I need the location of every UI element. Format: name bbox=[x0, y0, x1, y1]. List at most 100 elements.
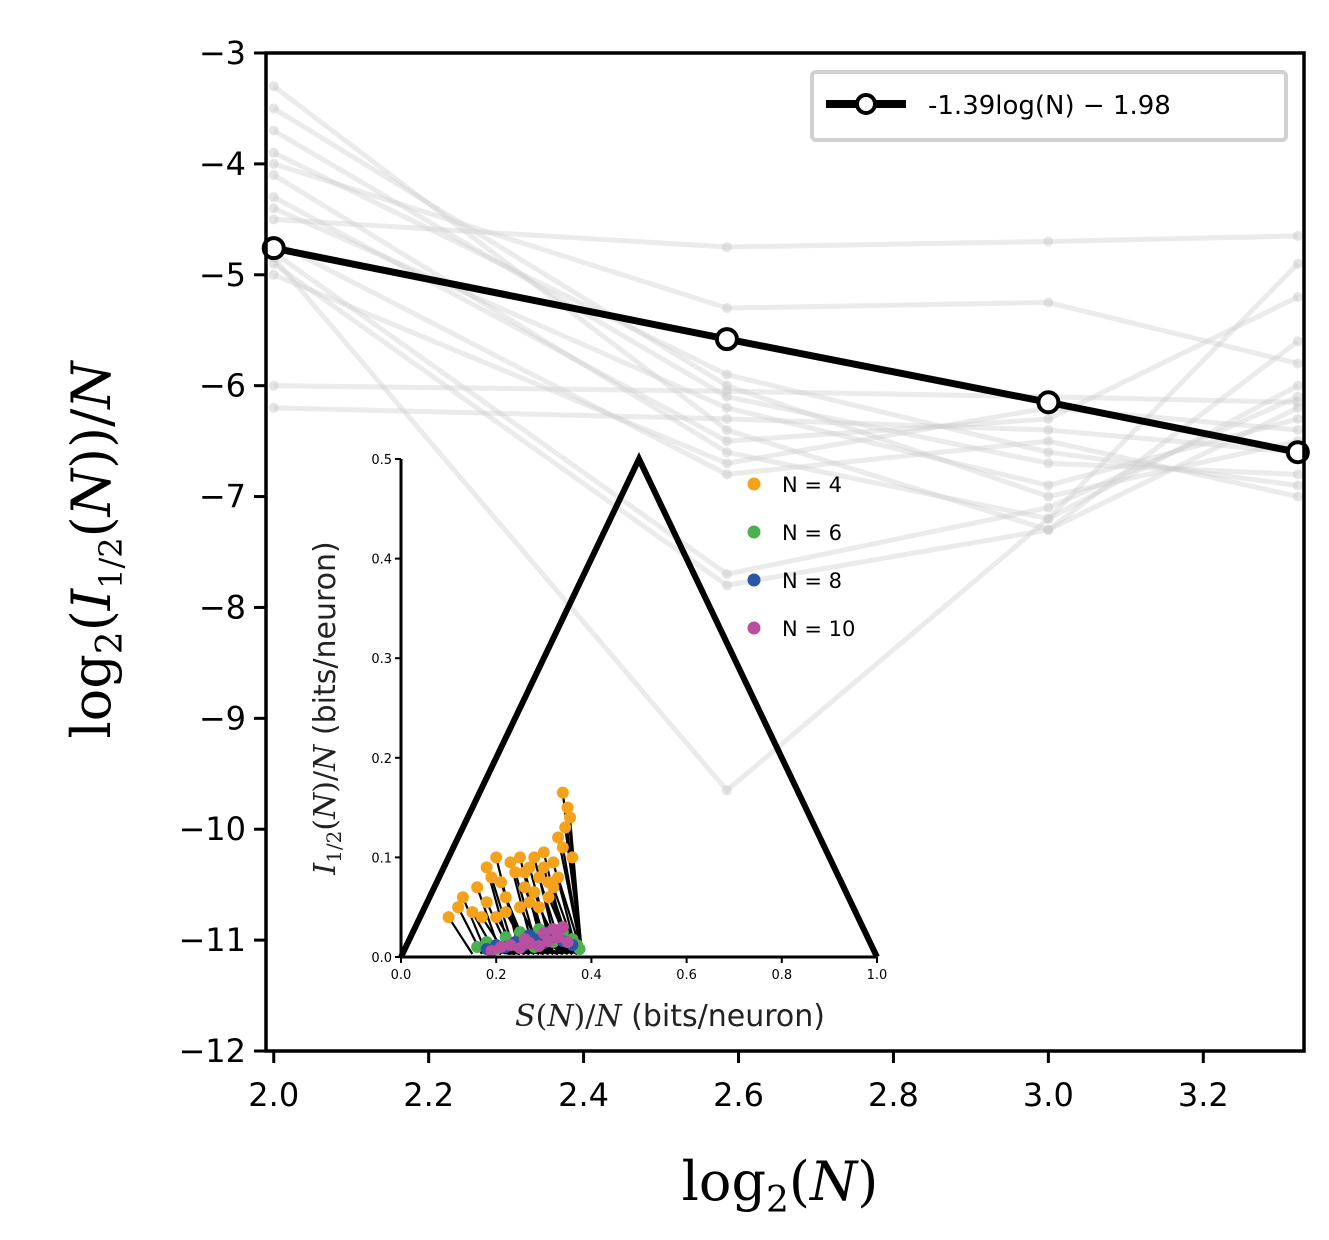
background-series-line bbox=[272, 150, 1299, 488]
x-tick-label: 3.2 bbox=[1178, 1076, 1229, 1114]
inset-x-tick-label: 0.4 bbox=[581, 968, 602, 983]
background-series-point bbox=[1043, 436, 1054, 447]
legend-fit-swatch-marker bbox=[855, 93, 877, 115]
background-series-point bbox=[268, 103, 279, 114]
background-series-point bbox=[268, 214, 279, 225]
inset-connector bbox=[568, 817, 583, 955]
background-series-point bbox=[268, 380, 279, 391]
inset-point-0 bbox=[490, 851, 503, 864]
inset-point-0 bbox=[514, 901, 526, 914]
main-plot-frame bbox=[264, 51, 1306, 1053]
inset-point-3 bbox=[518, 933, 531, 946]
background-series-point bbox=[1292, 469, 1303, 480]
background-series-point bbox=[1292, 480, 1303, 491]
inset-point-0 bbox=[480, 861, 493, 874]
background-series-point bbox=[1292, 397, 1303, 408]
main-ticks: 2.0 2.2 2.4 2.6 2.8 3.0 3.2 −3 −4 −5 −6 −7 −8 −9 −10 −1… bbox=[178, 34, 1228, 1114]
inset-x-tick-label: 1.0 bbox=[867, 968, 888, 983]
background-series-line bbox=[273, 383, 1298, 405]
inset-y-tick-label: 0.3 bbox=[371, 652, 392, 667]
background-series-point bbox=[1043, 480, 1054, 491]
x-tick-label: 2.0 bbox=[248, 1076, 299, 1114]
inset-point-0 bbox=[452, 901, 465, 914]
background-series-point bbox=[721, 436, 732, 447]
inset-point-0 bbox=[456, 891, 469, 904]
y-tick-label: −4 bbox=[199, 145, 246, 183]
background-series-point bbox=[268, 125, 279, 136]
background-series-point bbox=[268, 192, 279, 203]
background-series-point bbox=[268, 169, 279, 180]
inset-point-0 bbox=[509, 866, 522, 879]
background-series-point bbox=[1043, 458, 1054, 469]
inset-legend-swatch bbox=[747, 573, 761, 587]
inset-point-3 bbox=[514, 942, 526, 955]
y-tick-label: −9 bbox=[199, 699, 246, 737]
background-series-point bbox=[1043, 236, 1054, 247]
background-series-line bbox=[273, 216, 1298, 250]
inset-legend-label: N = 8 bbox=[782, 569, 842, 593]
background-series-point bbox=[268, 258, 279, 269]
inset-y-tick-label: 0.4 bbox=[371, 553, 392, 568]
background-series-point bbox=[268, 203, 279, 214]
background-series-point bbox=[1292, 358, 1303, 369]
background-series-point bbox=[1292, 230, 1303, 241]
background-series-line bbox=[272, 239, 1299, 499]
inset-point-0 bbox=[499, 891, 512, 904]
background-series-line bbox=[271, 256, 1300, 794]
inset-point-0 bbox=[547, 856, 560, 869]
inset-chart: 0.0 0.2 0.4 0.6 0.8 1.0 0.0 0.1 0.2 0.3 0.4 0.5 N =… bbox=[308, 452, 888, 1034]
inset-point-0 bbox=[480, 896, 493, 909]
inset-x-axis-label: S(N)/N (bits/neuron) bbox=[515, 999, 825, 1034]
inset-point-0 bbox=[542, 891, 555, 904]
inset-point-0 bbox=[475, 911, 488, 924]
inset-point-0 bbox=[518, 881, 531, 894]
inset-point-0 bbox=[547, 881, 560, 894]
inset-point-0 bbox=[556, 841, 569, 854]
inset-point-0 bbox=[566, 851, 579, 864]
background-series-point bbox=[1292, 491, 1303, 502]
inset-legend-label: N = 10 bbox=[782, 617, 855, 641]
inset-point-3 bbox=[537, 927, 550, 940]
inset-point-0 bbox=[442, 911, 455, 924]
inset-point-3 bbox=[504, 939, 517, 952]
inset-y-tick-label: 0.2 bbox=[371, 752, 392, 767]
y-tick-label: −10 bbox=[178, 810, 246, 848]
background-series-point bbox=[721, 425, 732, 436]
fit-line bbox=[273, 244, 1299, 456]
fit-point bbox=[714, 327, 739, 352]
background-series-line bbox=[272, 106, 1299, 500]
background-series-point bbox=[721, 413, 732, 424]
inset-legend-swatch bbox=[747, 621, 761, 635]
inset-point-0 bbox=[504, 856, 517, 869]
background-series-point bbox=[1292, 413, 1303, 424]
fit-point bbox=[1036, 390, 1061, 415]
x-tick-label: 2.2 bbox=[403, 1076, 454, 1114]
x-axis-label: log2(N) bbox=[682, 1150, 879, 1221]
inset-point-0 bbox=[471, 881, 484, 894]
inset-legend-label: N = 4 bbox=[782, 473, 842, 497]
background-series-point bbox=[721, 458, 732, 469]
inset-point-0 bbox=[561, 801, 574, 814]
inset-point-0 bbox=[533, 871, 546, 884]
inset-point-0 bbox=[533, 901, 546, 914]
inset-x-tick-label: 0.8 bbox=[771, 968, 792, 983]
background-series-point bbox=[268, 81, 279, 92]
inset-y-axis-label: I1/2(N)/N (bits/neuron) bbox=[308, 541, 346, 875]
inset-point-0 bbox=[559, 821, 572, 834]
background-series-point bbox=[721, 402, 732, 413]
inset-point-3 bbox=[494, 941, 507, 954]
inset-axes bbox=[399, 459, 877, 959]
background-series-line bbox=[272, 205, 1299, 489]
background-series-point bbox=[721, 303, 732, 314]
background-series-point bbox=[1043, 297, 1054, 308]
background-series-point bbox=[721, 242, 732, 253]
background-series-point bbox=[268, 158, 279, 169]
inset-point-0 bbox=[490, 911, 503, 924]
background-series-point bbox=[721, 580, 732, 591]
background-series-point bbox=[1292, 336, 1303, 347]
x-tick-label: 2.4 bbox=[558, 1076, 609, 1114]
inset-y-tick-label: 0.5 bbox=[371, 453, 392, 468]
inset-point-3 bbox=[547, 923, 560, 936]
background-series-point bbox=[1292, 291, 1303, 302]
